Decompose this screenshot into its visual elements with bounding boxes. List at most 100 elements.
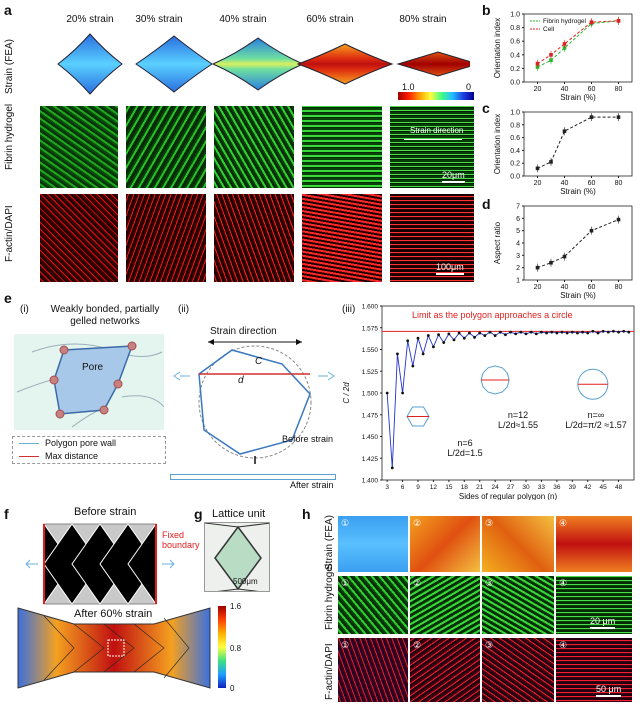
e-y-tick-label: 1.500 [362,391,379,398]
e-y-tick-label: 1.400 [362,478,379,485]
chart-b: 20 40 60 80 0.0 0.2 0.4 0.6 0.8 1.0 Strain (%) Orie… [493,12,633,102]
e-data-point [627,330,631,334]
e-data-point [488,330,492,334]
marked-region-4 [107,639,125,657]
factin-img-80: 100μm [390,194,474,282]
e-data-point [421,352,425,356]
x-tick-label: 80 [615,180,623,187]
n6-text: n=6 [457,438,473,448]
polygon-pore [198,349,311,455]
x-tick-label: 20 [534,86,542,93]
after-strain-bar [170,474,336,480]
lattice-before [25,523,175,605]
x-tick-label: 20 [534,180,542,187]
strain-label-40: 40% strain [219,14,267,25]
h-factin-2-num: ② [413,640,422,650]
e-x-tick-label: 39 [569,484,577,491]
h-fea-2-num: ② [413,518,422,528]
e-data-point [514,332,518,336]
e-x-tick-label: 9 [416,484,420,491]
e-x-tick-label: 33 [538,484,546,491]
e-data-point [483,334,487,337]
e-data-point [601,329,605,333]
e-x-axis-label: Sides of regular polygon (n) [459,492,558,500]
before-strain-label-e: Before strain [282,434,334,444]
e-y-tick-label: 1.550 [362,347,379,354]
e-iii-label: (iii) [342,304,356,315]
row-label-fibrin: Fibrin hydrogel [4,103,15,170]
chart-d: 20 40 60 80 1 2 3 4 5 6 7 Strain (%) Aspect ratio [493,204,633,300]
e-data-point [437,333,440,337]
e-x-tick-label: 45 [600,484,608,491]
e-data-point [612,329,615,333]
strain-label-30: 30% strain [135,14,183,25]
x-tick-label: 60 [588,180,596,187]
h-factin-2: ② [410,638,480,702]
strain-label-80: 80% strain [399,14,447,25]
e-data-point [426,334,430,337]
h-fibrin-1-num: ① [341,578,350,588]
e-data-point [576,331,579,335]
e-data-point [385,391,389,395]
chart-e-iii: 1.400 1.425 1.450 1.475 1.500 1.525 1.550 1.575… [342,304,635,500]
e-data-point [406,339,410,343]
e-data-point [540,330,543,334]
e-x-tick-label: 24 [492,484,500,491]
fea-30 [135,35,213,93]
cb-f-min: 0 [230,684,235,693]
fea-80 [396,51,470,77]
h-factin-3-num: ③ [485,640,494,650]
h-scale-50: 50 μm [596,684,622,697]
h-fibrin-3: ③ [482,576,554,634]
e-data-point [555,331,559,335]
fea-diamonds [57,33,470,95]
colorbar-a-min: 0 [466,82,472,92]
factin-img-40 [214,194,294,282]
e-y-axis-label: C / 2d [342,382,351,404]
y-tick-label: 0.6 [510,39,520,46]
x-tick-label: 40 [561,86,569,93]
h-fea-4-num: ④ [559,518,568,528]
series-line-0 [537,219,619,269]
e-x-tick-label: 36 [553,484,561,491]
f-right-arrow-icon [162,559,175,569]
y-tick-label: 5 [516,228,520,235]
series-line-0 [537,116,619,169]
legend-label: Fibrin hydrogel [543,18,587,25]
lattice-unit-image: 500μm [204,522,270,592]
y-axis-label: Orientation index [493,114,502,174]
h-scale-20: 20 μm [590,616,616,629]
e-data-point [396,352,399,356]
e-x-tick-label: 3 [385,484,389,491]
x-tick-label: 20 [534,284,542,291]
e-data-point [473,335,476,339]
e-data-point [565,331,569,335]
h-fea-3-num: ③ [485,518,494,528]
colorbar-a-max: 1.0 [402,82,415,92]
colorbar-a [398,92,474,100]
series-line-1 [537,20,619,65]
fea-20 [57,33,123,95]
ninf-label: n=∞ L/2d=π/2 ≈1.57 [556,410,636,430]
e-data-point [617,330,620,334]
h-row-fea: Strain (FEA) [324,514,335,570]
panel-label-b: b [482,2,491,18]
pore-label: Pore [82,362,104,373]
h-factin-4: ④ 50 μm [556,638,632,702]
n6-label: n=6 L/2d=1.5 [440,438,490,458]
f-after-label: After 60% strain [74,608,153,620]
h-fibrin-4: ④ 20 μm [556,576,632,634]
legend-max-swatch [19,456,39,457]
n12-label: n=12 L/2d≈1.55 [488,410,548,430]
h-fea-4: ④ [556,516,632,572]
h-row-factin: F-actin/DAPI [324,643,335,700]
fixed-boundary-label: Fixed boundary [162,530,200,550]
strain-direction-label: Strain direction [410,126,464,135]
x-tick-label: 60 [588,284,596,291]
network-nodes [49,341,137,419]
e-data-point [586,331,590,335]
y-tick-label: 0.2 [510,161,520,168]
e-y-tick-label: 1.475 [362,412,379,419]
y-axis-label: Aspect ratio [493,221,502,264]
h-scale-20-label: 20 μm [590,616,616,626]
